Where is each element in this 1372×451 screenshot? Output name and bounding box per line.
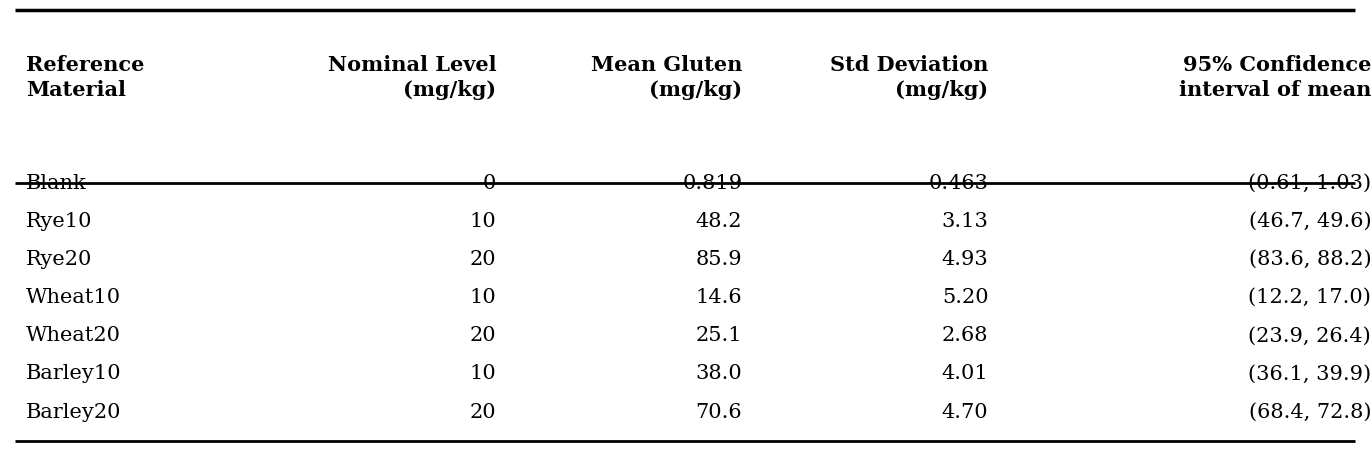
- Text: 25.1: 25.1: [696, 327, 742, 345]
- Text: Barley20: Barley20: [26, 403, 122, 422]
- Text: Rye10: Rye10: [26, 212, 92, 231]
- Text: 2.68: 2.68: [943, 327, 988, 345]
- Text: (46.7, 49.6): (46.7, 49.6): [1249, 212, 1371, 231]
- Text: Rye20: Rye20: [26, 250, 92, 269]
- Text: 10: 10: [469, 288, 497, 307]
- Text: (0.61, 1.03): (0.61, 1.03): [1249, 174, 1371, 193]
- Text: Barley10: Barley10: [26, 364, 122, 383]
- Text: 0: 0: [483, 174, 497, 193]
- Text: 0.819: 0.819: [682, 174, 742, 193]
- Text: 85.9: 85.9: [696, 250, 742, 269]
- Text: Reference
Material: Reference Material: [26, 55, 144, 100]
- Text: Wheat20: Wheat20: [26, 327, 121, 345]
- Text: 3.13: 3.13: [941, 212, 988, 231]
- Text: Wheat10: Wheat10: [26, 288, 121, 307]
- Text: 14.6: 14.6: [696, 288, 742, 307]
- Text: 10: 10: [469, 212, 497, 231]
- Text: 4.01: 4.01: [941, 364, 988, 383]
- Text: 95% Confidence
interval of mean: 95% Confidence interval of mean: [1179, 55, 1371, 100]
- Text: (12.2, 17.0): (12.2, 17.0): [1249, 288, 1371, 307]
- Text: 10: 10: [469, 364, 497, 383]
- Text: Blank: Blank: [26, 174, 86, 193]
- Text: 20: 20: [469, 403, 497, 422]
- Text: 0.463: 0.463: [929, 174, 988, 193]
- Text: 4.70: 4.70: [941, 403, 988, 422]
- Text: 5.20: 5.20: [941, 288, 988, 307]
- Text: 70.6: 70.6: [696, 403, 742, 422]
- Text: 48.2: 48.2: [696, 212, 742, 231]
- Text: (36.1, 39.9): (36.1, 39.9): [1249, 364, 1371, 383]
- Text: (23.9, 26.4): (23.9, 26.4): [1249, 327, 1371, 345]
- Text: 38.0: 38.0: [696, 364, 742, 383]
- Text: 20: 20: [469, 250, 497, 269]
- Text: 20: 20: [469, 327, 497, 345]
- Text: (68.4, 72.8): (68.4, 72.8): [1249, 403, 1371, 422]
- Text: (83.6, 88.2): (83.6, 88.2): [1249, 250, 1371, 269]
- Text: Nominal Level
(mg/kg): Nominal Level (mg/kg): [328, 55, 497, 100]
- Text: 4.93: 4.93: [941, 250, 988, 269]
- Text: Mean Gluten
(mg/kg): Mean Gluten (mg/kg): [591, 55, 742, 100]
- Text: Std Deviation
(mg/kg): Std Deviation (mg/kg): [830, 55, 988, 100]
